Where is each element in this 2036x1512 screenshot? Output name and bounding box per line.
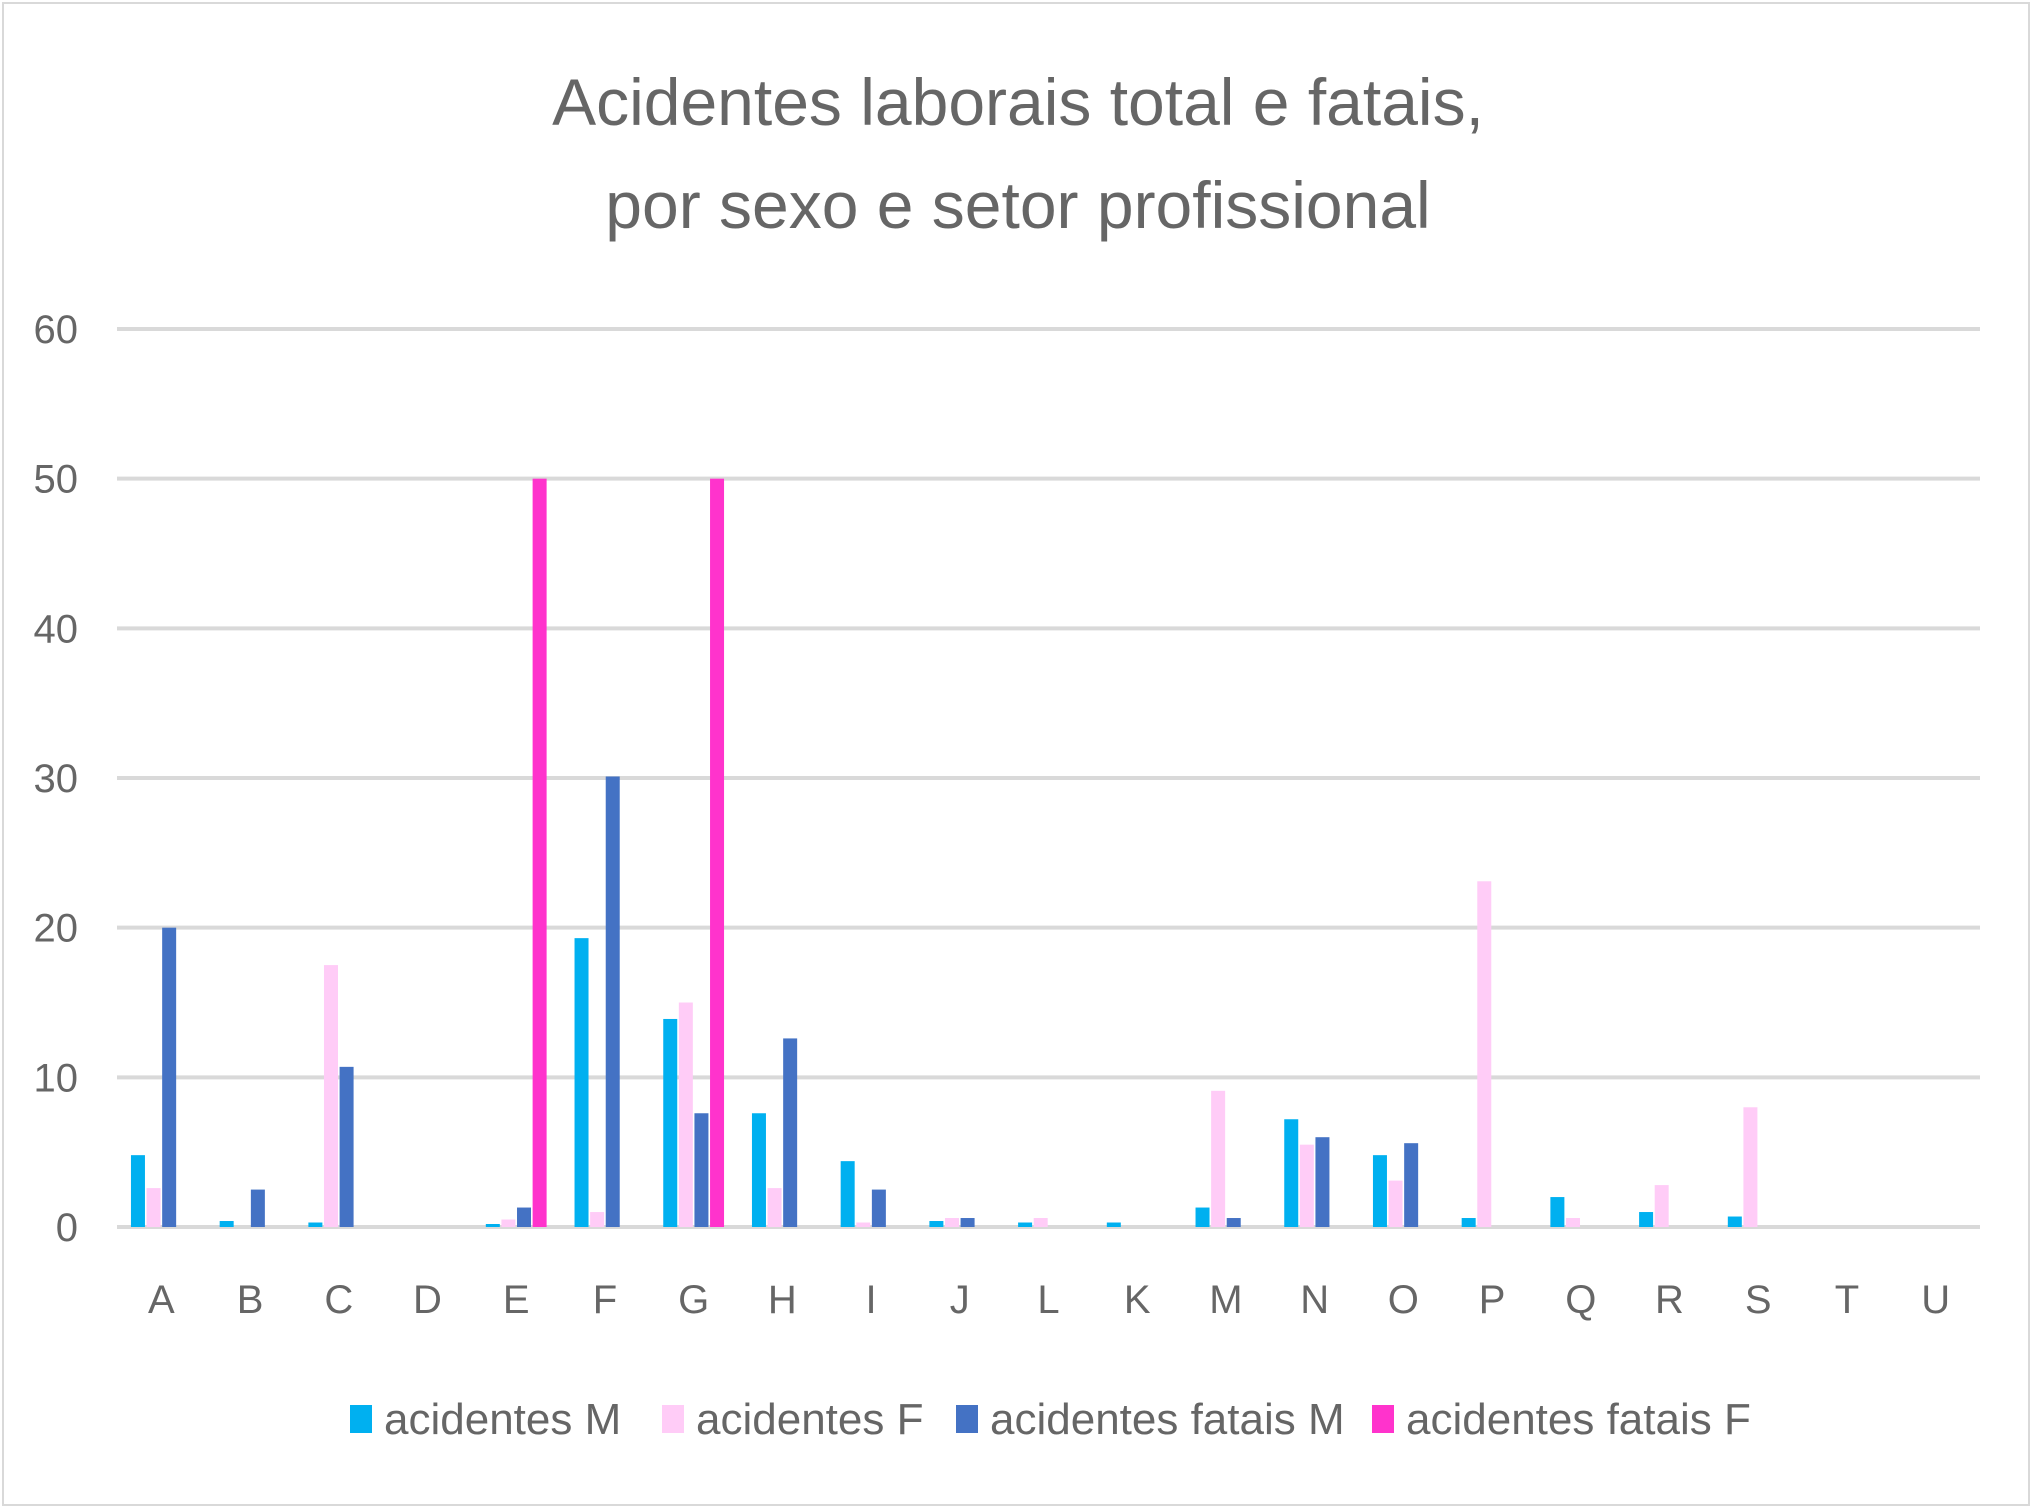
bar-E-acidentes-fatais-M	[517, 1207, 532, 1227]
bar-I-acidentes-F	[856, 1222, 871, 1227]
bar-A-acidentes-M	[130, 1155, 145, 1227]
bar-R-acidentes-F	[1654, 1185, 1669, 1227]
chart-subtitle: por sexo e setor profissional	[605, 168, 1430, 242]
x-tick-label: U	[1921, 1278, 1950, 1322]
x-tick-label: P	[1479, 1278, 1506, 1322]
y-tick-label: 30	[34, 757, 79, 801]
y-tick-label: 10	[34, 1056, 79, 1100]
x-tick-label: B	[237, 1278, 264, 1322]
x-tick-label: A	[148, 1278, 175, 1322]
bar-B-acidentes-M	[219, 1221, 234, 1227]
bar-I-acidentes-M	[840, 1161, 855, 1227]
x-tick-label: D	[413, 1278, 442, 1322]
bar-M-acidentes-fatais-M	[1226, 1218, 1241, 1227]
x-tick-label: R	[1655, 1278, 1684, 1322]
x-tick-label: C	[324, 1278, 353, 1322]
gridlines	[117, 327, 1980, 1229]
bar-N-acidentes-M	[1284, 1119, 1299, 1227]
bar-O-acidentes-M	[1372, 1155, 1387, 1227]
bar-L-acidentes-F	[1033, 1218, 1048, 1227]
legend-label: acidentes fatais F	[1406, 1395, 1751, 1444]
legend-label: acidentes fatais M	[990, 1395, 1345, 1444]
bar-P-acidentes-F	[1477, 881, 1492, 1227]
bar-C-acidentes-F	[323, 965, 338, 1227]
bar-S-acidentes-M	[1727, 1216, 1742, 1227]
bar-K-acidentes-M	[1106, 1222, 1121, 1227]
legend-swatch	[350, 1405, 372, 1433]
x-tick-label: S	[1745, 1278, 1772, 1322]
bar-S-acidentes-F	[1743, 1107, 1758, 1227]
x-tick-label: F	[593, 1278, 617, 1322]
bar-P-acidentes-M	[1461, 1218, 1476, 1227]
bar-F-acidentes-F	[590, 1212, 605, 1227]
bar-J-acidentes-fatais-M	[960, 1218, 975, 1227]
x-tick-label: N	[1300, 1278, 1329, 1322]
x-tick-label: I	[866, 1278, 877, 1322]
bars	[130, 478, 1758, 1228]
bar-G-acidentes-fatais-M	[694, 1113, 709, 1227]
x-tick-label: G	[678, 1278, 709, 1322]
x-tick-label: O	[1388, 1278, 1419, 1322]
bar-G-acidentes-M	[663, 1018, 678, 1227]
bar-E-acidentes-fatais-F	[532, 478, 547, 1228]
y-tick-label: 20	[34, 907, 79, 951]
legend-swatch	[662, 1405, 684, 1433]
x-tick-label: J	[950, 1278, 970, 1322]
bar-H-acidentes-F	[767, 1188, 782, 1227]
bar-B-acidentes-fatais-M	[250, 1189, 265, 1227]
bar-H-acidentes-fatais-M	[783, 1038, 798, 1227]
x-tick-label: T	[1835, 1278, 1859, 1322]
y-tick-label: 60	[34, 308, 79, 352]
legend: acidentes M acidentes F acidentes fatais M…	[350, 1395, 1751, 1444]
bar-G-acidentes-F	[678, 1002, 693, 1227]
bar-F-acidentes-fatais-M	[605, 776, 620, 1227]
bar-G-acidentes-fatais-F	[710, 478, 725, 1228]
legend-swatch	[956, 1405, 978, 1433]
bar-N-acidentes-fatais-M	[1315, 1137, 1330, 1227]
bar-F-acidentes-M	[574, 938, 589, 1227]
bar-A-acidentes-F	[146, 1188, 161, 1227]
bar-I-acidentes-fatais-M	[871, 1189, 886, 1227]
legend-label: acidentes F	[696, 1395, 923, 1444]
legend-swatch	[1372, 1405, 1394, 1433]
bar-O-acidentes-F	[1388, 1180, 1403, 1227]
bar-R-acidentes-M	[1639, 1212, 1654, 1227]
bar-E-acidentes-F	[501, 1219, 516, 1227]
x-tick-label: Q	[1565, 1278, 1596, 1322]
y-tick-label: 50	[34, 458, 79, 502]
legend-label: acidentes M	[384, 1395, 621, 1444]
y-tick-label: 0	[56, 1206, 78, 1250]
bar-O-acidentes-fatais-M	[1404, 1143, 1419, 1227]
x-tick-label: M	[1209, 1278, 1242, 1322]
bar-C-acidentes-fatais-M	[339, 1066, 354, 1227]
bar-A-acidentes-fatais-M	[162, 927, 177, 1227]
bar-Q-acidentes-M	[1550, 1197, 1565, 1227]
chart-title: Acidentes laborais total e fatais,	[552, 65, 1484, 139]
x-tick-label: K	[1124, 1278, 1151, 1322]
y-axis-ticks: 0 10 20 30 40 50 60	[34, 308, 79, 1250]
bar-L-acidentes-M	[1018, 1222, 1033, 1227]
bar-E-acidentes-M	[485, 1224, 500, 1227]
x-tick-label: L	[1037, 1278, 1059, 1322]
bar-M-acidentes-M	[1195, 1207, 1210, 1227]
bar-J-acidentes-M	[929, 1221, 944, 1227]
bar-M-acidentes-F	[1211, 1090, 1226, 1227]
bar-J-acidentes-F	[944, 1218, 959, 1227]
x-tick-label: E	[503, 1278, 530, 1322]
bar-Q-acidentes-F	[1565, 1218, 1580, 1227]
x-tick-label: H	[768, 1278, 797, 1322]
bar-H-acidentes-M	[751, 1113, 766, 1227]
bar-C-acidentes-M	[308, 1222, 323, 1227]
y-tick-label: 40	[34, 607, 79, 651]
bar-N-acidentes-F	[1299, 1144, 1314, 1227]
